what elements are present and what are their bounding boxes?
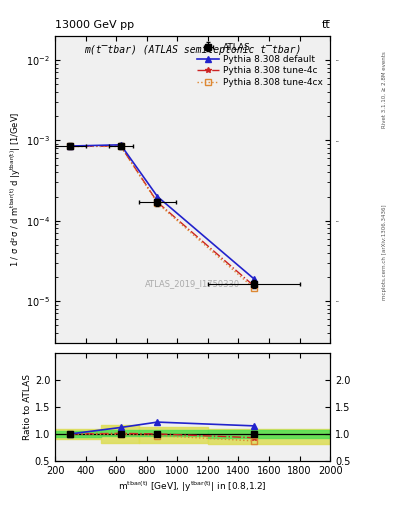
Pythia 8.308 tune-4c xyxy=(252,283,256,289)
Y-axis label: Ratio to ATLAS: Ratio to ATLAS xyxy=(23,374,32,440)
Pythia 8.308 tune-4cx xyxy=(155,200,160,206)
Legend: ATLAS, Pythia 8.308 default, Pythia 8.308 tune-4c, Pythia 8.308 tune-4cx: ATLAS, Pythia 8.308 default, Pythia 8.30… xyxy=(194,40,326,90)
Line: Pythia 8.308 tune-4c: Pythia 8.308 tune-4c xyxy=(68,143,257,289)
Pythia 8.308 tune-4cx xyxy=(252,285,256,291)
Pythia 8.308 tune-4cx xyxy=(68,143,73,150)
Pythia 8.308 tune-4cx xyxy=(118,143,123,150)
X-axis label: m$^{\mathrm{tbar(t)}}$ [GeV], |y$^{\mathrm{tbar(t)}}$| in [0.8,1.2]: m$^{\mathrm{tbar(t)}}$ [GeV], |y$^{\math… xyxy=(118,480,267,494)
Pythia 8.308 tune-4c xyxy=(118,143,123,149)
Pythia 8.308 tune-4c xyxy=(155,199,160,205)
Text: m(t̅tbar) (ATLAS semileptonic t̅tbar): m(t̅tbar) (ATLAS semileptonic t̅tbar) xyxy=(84,45,301,55)
Text: tt̅: tt̅ xyxy=(321,19,330,30)
Y-axis label: 1 / σ d²σ / d m$^{\mathrm{tbar(t)}}$ d |y$^{\mathrm{tbar(t)}}$| [1/GeV]: 1 / σ d²σ / d m$^{\mathrm{tbar(t)}}$ d |… xyxy=(9,112,23,267)
Pythia 8.308 default xyxy=(155,194,160,200)
Pythia 8.308 default xyxy=(68,143,73,149)
Pythia 8.308 tune-4c xyxy=(68,143,73,150)
Text: ATLAS_2019_I1750330: ATLAS_2019_I1750330 xyxy=(145,279,240,288)
Line: Pythia 8.308 default: Pythia 8.308 default xyxy=(68,142,257,282)
Text: Rivet 3.1.10, ≥ 2.8M events: Rivet 3.1.10, ≥ 2.8M events xyxy=(382,51,387,128)
Line: Pythia 8.308 tune-4cx: Pythia 8.308 tune-4cx xyxy=(68,144,257,291)
Text: mcplots.cern.ch [arXiv:1306.3436]: mcplots.cern.ch [arXiv:1306.3436] xyxy=(382,205,387,301)
Pythia 8.308 default xyxy=(118,142,123,148)
Pythia 8.308 default xyxy=(252,275,256,282)
Text: 13000 GeV pp: 13000 GeV pp xyxy=(55,19,134,30)
